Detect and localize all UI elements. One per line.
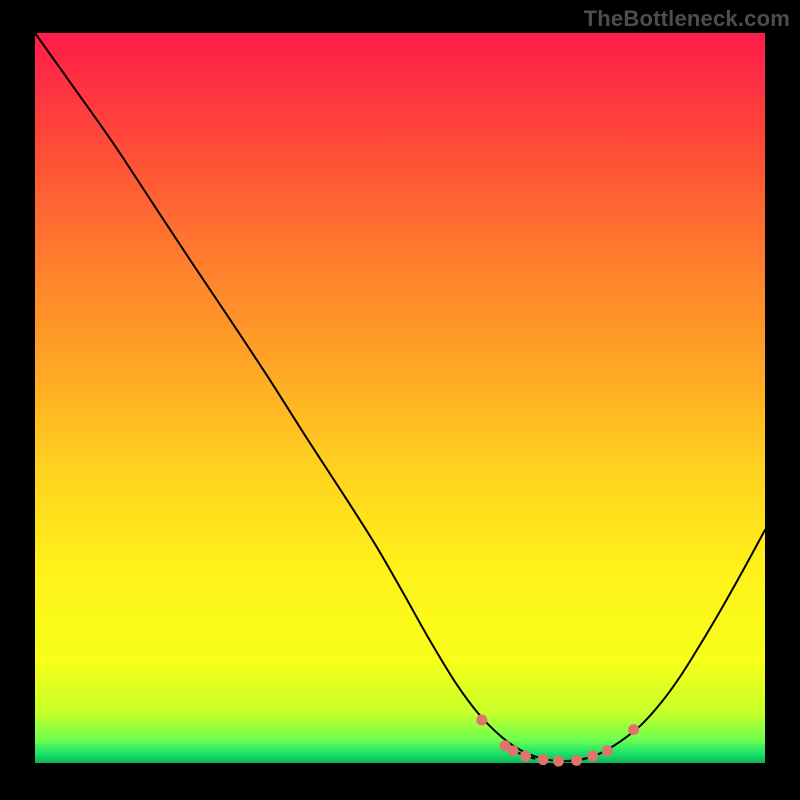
chart-frame: TheBottleneck.com: [0, 0, 800, 800]
bottleneck-curve: [35, 33, 765, 761]
plot-area: [35, 33, 765, 767]
watermark-text: TheBottleneck.com: [584, 6, 790, 32]
valley-markers: [476, 715, 639, 767]
plot-overlay: [35, 33, 765, 767]
